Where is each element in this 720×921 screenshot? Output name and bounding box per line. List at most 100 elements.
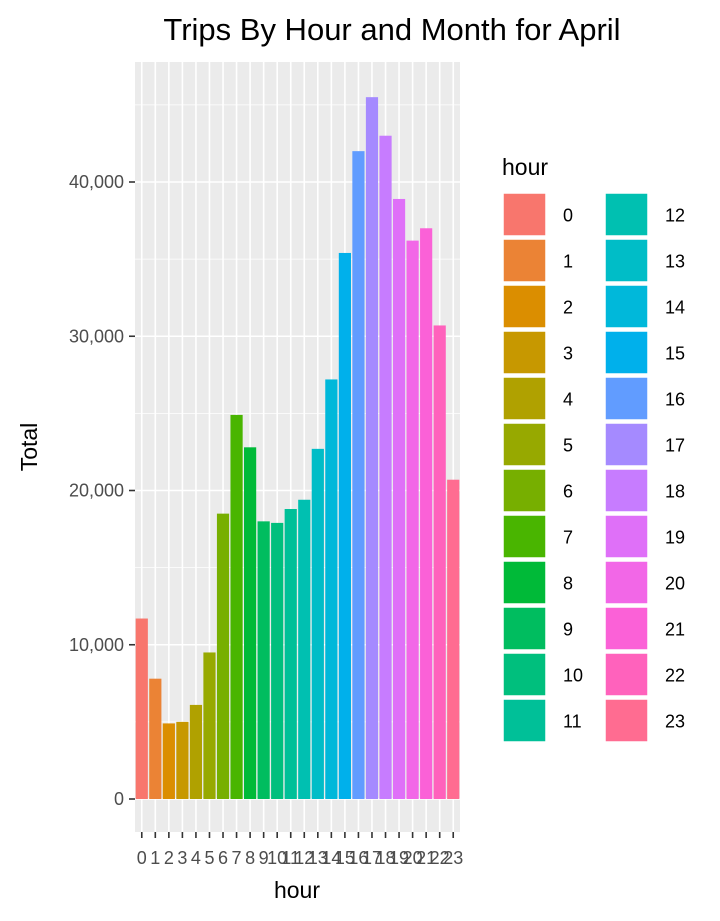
legend-key	[502, 652, 547, 697]
bar	[162, 723, 175, 799]
legend-key	[502, 284, 547, 329]
x-axis-title: hour	[274, 877, 320, 903]
x-tick-label: 14	[321, 848, 341, 868]
x-tick-label: 21	[416, 848, 436, 868]
legend-label: 1	[563, 252, 573, 272]
legend-key	[502, 376, 547, 421]
x-tick-label: 20	[403, 848, 423, 868]
y-tick-label: 0	[114, 789, 124, 809]
bar	[392, 198, 406, 799]
legend-key	[604, 376, 649, 421]
legend-key	[502, 698, 547, 743]
legend-key	[604, 238, 649, 283]
bar	[257, 521, 270, 799]
x-tick-label: 11	[281, 848, 300, 868]
y-tick-label: 20,000	[69, 481, 124, 501]
x-tick-label: 2	[164, 848, 174, 868]
plot-panel	[135, 62, 460, 832]
legend-label: 18	[665, 482, 685, 502]
legend-label: 23	[665, 712, 685, 732]
legend-label: 11	[563, 712, 582, 732]
legend-key	[502, 192, 547, 237]
bar	[311, 448, 324, 799]
x-tick-label: 18	[376, 848, 396, 868]
legend-key	[604, 330, 649, 375]
legend-key	[502, 422, 547, 467]
bars	[135, 97, 460, 800]
y-axis: 0 10,000 20,000 30,000 40,000	[69, 172, 135, 809]
legend-key	[604, 468, 649, 513]
bar	[230, 414, 243, 799]
bar	[135, 618, 148, 799]
x-tick-label: 17	[362, 848, 382, 868]
x-tick-label: 19	[389, 848, 409, 868]
legend-label: 7	[563, 528, 573, 548]
legend-key	[502, 330, 547, 375]
bar	[244, 447, 257, 799]
x-tick-label: 1	[150, 848, 160, 868]
legend-key	[604, 284, 649, 329]
bar	[271, 522, 284, 799]
y-tick-label: 30,000	[69, 326, 124, 346]
bar	[176, 721, 189, 799]
legend-label: 12	[665, 206, 685, 226]
legend-label: 9	[563, 620, 573, 640]
bar	[420, 228, 433, 799]
legend-label: 16	[665, 390, 685, 410]
legend-key	[604, 192, 649, 237]
bar	[338, 252, 351, 799]
x-tick-label: 3	[177, 848, 187, 868]
legend-label: 5	[563, 436, 573, 456]
legend-label: 21	[665, 620, 685, 640]
bar	[379, 135, 392, 800]
bar	[149, 678, 162, 799]
x-tick-label: 10	[267, 848, 287, 868]
x-tick-label: 4	[191, 848, 201, 868]
x-tick-label: 12	[294, 848, 314, 868]
legend: hour 01234567891011121314151617181920212…	[502, 154, 685, 743]
bar	[406, 240, 419, 800]
y-tick-label: 40,000	[69, 172, 124, 192]
legend-label: 0	[563, 206, 573, 226]
x-tick-label: 7	[232, 848, 242, 868]
legend-label: 22	[665, 666, 685, 686]
legend-key	[502, 468, 547, 513]
legend-key	[502, 560, 547, 605]
legend-label: 3	[563, 344, 573, 364]
legend-key	[604, 652, 649, 697]
y-axis-title: Total	[16, 423, 42, 472]
legend-key	[604, 606, 649, 651]
bar	[352, 151, 365, 799]
bar	[189, 704, 203, 799]
legend-key	[604, 698, 649, 743]
bar	[365, 97, 379, 800]
x-tick-label: 23	[443, 848, 463, 868]
bar	[447, 479, 460, 799]
legend-key	[604, 422, 649, 467]
x-tick-label: 8	[245, 848, 255, 868]
legend-key	[604, 560, 649, 605]
legend-key	[502, 514, 547, 559]
legend-label: 10	[563, 666, 583, 686]
bar	[325, 379, 338, 799]
bar	[216, 513, 230, 799]
x-tick-label: 9	[259, 848, 269, 868]
legend-key	[502, 606, 547, 651]
legend-key	[604, 514, 649, 559]
legend-label: 19	[665, 528, 685, 548]
legend-label: 15	[665, 344, 685, 364]
legend-title: hour	[502, 154, 548, 180]
legend-label: 17	[665, 436, 685, 456]
legend-label: 13	[665, 252, 685, 272]
x-tick-label: 6	[218, 848, 228, 868]
chart-title: Trips By Hour and Month for April	[163, 12, 620, 47]
legend-label: 20	[665, 574, 685, 594]
y-tick-label: 10,000	[69, 635, 124, 655]
legend-label: 6	[563, 482, 573, 502]
bar	[203, 652, 216, 799]
x-tick-label: 13	[308, 848, 328, 868]
legend-label: 4	[563, 390, 573, 410]
legend-label: 14	[665, 298, 685, 318]
